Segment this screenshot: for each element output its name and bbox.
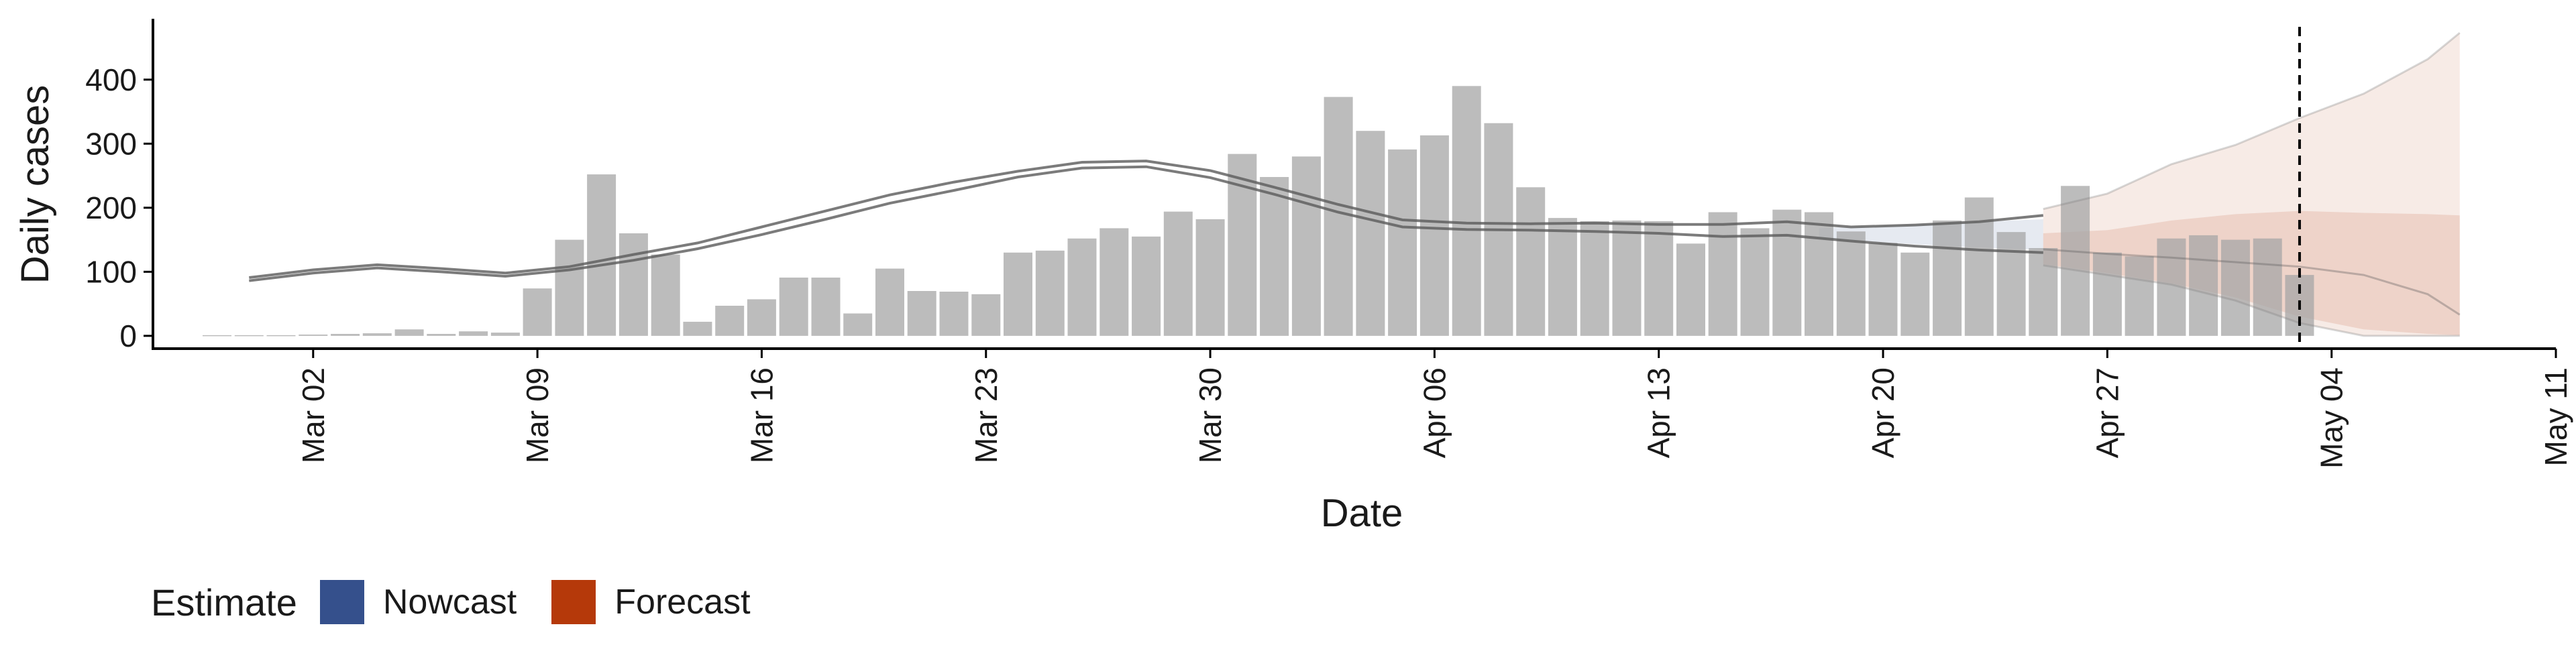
case-bar [939,292,969,336]
case-bar [843,313,873,336]
case-bar [1419,135,1449,336]
case-bar [1868,243,1898,336]
forecast-upper-line [2043,32,2461,211]
case-bar [875,268,904,336]
y-axis-title: Daily cases [13,85,57,284]
legend-key-forecast [551,580,596,624]
case-bar [234,335,264,337]
case-bar [1004,252,1032,336]
case-bar [1964,197,1994,336]
x-tick-label: Mar 23 [969,367,1004,463]
case-bar [1996,232,2026,336]
case-bar [1260,177,1289,336]
axes: 0 100 200 300 400 Mar 02 Mar 09 Mar 16 Mar 23 Mar… [85,19,2573,469]
case-bar [1836,231,1866,336]
x-tick-label: Apr 13 [1642,367,1676,459]
case-bar [683,321,712,336]
case-bar [1388,149,1417,336]
forecast-median-line [2043,248,2461,316]
case-bar [299,335,328,336]
case-bars [203,86,2314,337]
case-bar [1580,221,1609,336]
estimate-lines [249,27,2461,349]
case-bar [907,291,936,336]
case-bar [2125,256,2154,336]
case-bar [331,334,360,336]
case-bar [619,233,648,336]
case-bar [715,306,745,336]
x-tick-label: Mar 16 [744,367,779,463]
case-bar [394,329,424,336]
forecast-lower-line [2043,264,2460,337]
y-tick-label: 300 [85,126,137,161]
y-tick-label: 400 [85,62,137,97]
x-tick-label: Apr 27 [2090,367,2125,459]
case-bar [266,335,296,337]
case-bar [1356,131,1385,336]
x-tick-label: May 11 [2538,367,2573,466]
y-tick-label: 0 [119,318,137,353]
case-bar [362,333,392,336]
legend-title: Estimate [151,581,297,624]
case-bar [490,333,520,336]
case-bar [587,174,616,336]
case-bar [203,335,231,337]
case-bar [427,334,456,336]
case-bar [1740,228,1770,336]
legend: Estimate Nowcast Forecast [151,575,786,629]
x-tick-label: May 04 [2314,367,2349,469]
x-tick-label: Apr 06 [1417,367,1452,459]
x-tick-label: Mar 30 [1193,367,1228,463]
case-bar [2061,186,2090,336]
case-bar [1163,211,1193,336]
case-bar [1099,228,1129,336]
case-bar [2092,252,2122,336]
case-bar [2253,238,2282,336]
case-bar [1548,218,1577,336]
case-bar [811,278,841,336]
case-bar [971,294,1001,336]
x-tick-label: Mar 02 [296,367,331,463]
case-bar [1067,238,1097,336]
x-axis-title: Date [1321,491,1403,535]
legend-label-forecast: Forecast [614,583,751,622]
case-bar [1772,209,1802,336]
case-bar [651,254,680,336]
case-bar [1644,221,1674,336]
case-bar [1132,236,1161,336]
forecast-inner-band [2043,211,2460,335]
case-bar [2220,239,2250,336]
case-bar [1708,212,1737,336]
case-bar [2029,248,2058,336]
case-bar [747,299,776,336]
case-bar [555,239,584,336]
case-bar [1612,220,1642,336]
case-bar [1900,252,1930,336]
case-bar [1195,219,1225,336]
x-tick-label: Mar 09 [520,367,555,463]
case-bar [1452,86,1481,336]
case-bar [1324,97,1353,336]
case-bar [1291,156,1321,336]
case-bar [1516,187,1546,336]
nowcast-upper-line [249,160,2043,279]
case-bar [1676,243,1705,336]
case-bar [459,331,488,336]
nowcast-lower-line [249,165,2043,282]
x-tick-label: Apr 20 [1866,367,1900,459]
case-bar [1933,220,1962,336]
y-tick-label: 100 [85,254,137,289]
case-bar [523,288,552,336]
case-bar [2189,235,2218,336]
y-tick-label: 200 [85,190,137,225]
legend-label-nowcast: Nowcast [382,583,517,622]
legend-key-nowcast [319,580,364,624]
case-bar [1805,212,1833,336]
case-bar [1035,250,1065,336]
case-bar [779,278,808,336]
case-bar [2157,238,2186,336]
